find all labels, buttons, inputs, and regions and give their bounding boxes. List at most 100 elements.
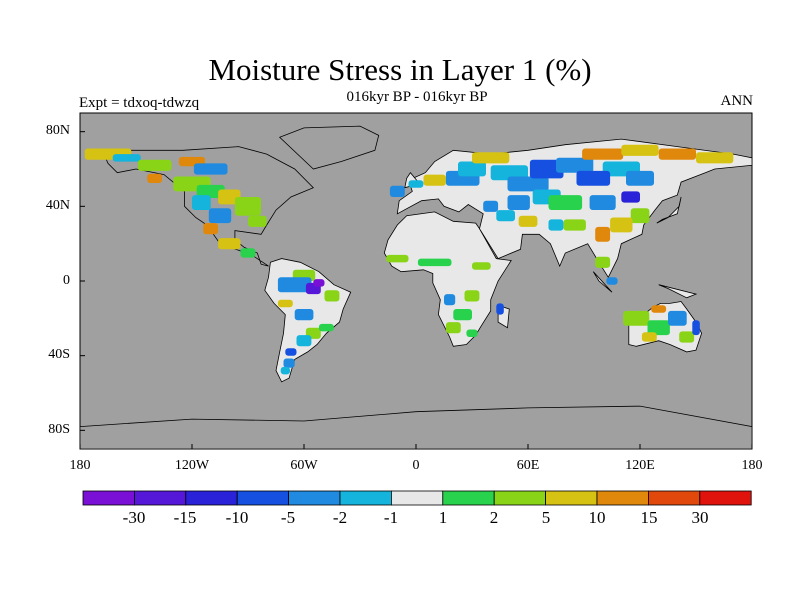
colorbar-box bbox=[699, 490, 752, 506]
stress-patch bbox=[576, 170, 611, 186]
stress-patch bbox=[445, 322, 461, 334]
stress-patch bbox=[548, 219, 564, 231]
stress-patch bbox=[464, 290, 480, 302]
x-tick-label: 60E bbox=[516, 458, 540, 473]
stress-patch bbox=[490, 165, 528, 181]
y-tick-label: 0 bbox=[63, 273, 70, 288]
stress-patch bbox=[196, 184, 225, 198]
x-tick-label: 60W bbox=[290, 458, 318, 473]
stress-patch bbox=[208, 208, 232, 224]
stress-patch bbox=[444, 294, 456, 306]
stress-patch bbox=[277, 277, 312, 293]
stress-patch bbox=[408, 180, 424, 188]
stress-patch bbox=[647, 320, 670, 336]
colorbar-box bbox=[288, 490, 341, 506]
stress-patch bbox=[386, 254, 409, 263]
stress-patch bbox=[518, 215, 538, 227]
colorbar-box bbox=[185, 490, 238, 506]
stress-patch bbox=[472, 262, 491, 270]
stress-patch bbox=[483, 200, 499, 212]
stress-patch bbox=[453, 309, 472, 321]
map-subtitle: 016kyr BP - 016kyr BP bbox=[346, 89, 488, 105]
colorbar-box bbox=[493, 490, 547, 506]
stress-patch bbox=[630, 208, 650, 224]
colorbar-box bbox=[596, 490, 649, 506]
stress-patch bbox=[277, 299, 293, 308]
x-tick-label: 120W bbox=[174, 458, 210, 473]
new-guinea-island bbox=[658, 284, 698, 299]
stress-patch bbox=[472, 152, 510, 164]
x-tick-label: 0 bbox=[412, 458, 420, 473]
stress-patch bbox=[234, 197, 261, 216]
africa-landmass bbox=[383, 211, 512, 347]
stress-patch bbox=[417, 258, 452, 267]
colorbar-label: -1 bbox=[383, 508, 399, 527]
stress-patch bbox=[240, 248, 256, 258]
stress-patch bbox=[466, 329, 478, 337]
colorbar-label: 15 bbox=[640, 508, 658, 527]
stress-patch bbox=[692, 320, 700, 336]
stress-patch bbox=[582, 148, 624, 160]
colorbar-label: -2 bbox=[332, 508, 348, 527]
stress-patch bbox=[193, 163, 228, 175]
axis-ticks bbox=[79, 131, 753, 449]
stress-patch bbox=[529, 159, 564, 179]
y-tick-label: 80S bbox=[48, 422, 70, 437]
stress-patch bbox=[313, 279, 325, 287]
stress-patch bbox=[626, 170, 654, 186]
stress-patch bbox=[507, 176, 549, 192]
season-label: ANN bbox=[720, 93, 754, 109]
stress-patch bbox=[623, 310, 650, 326]
stress-patch bbox=[458, 161, 486, 177]
map-title: Moisture Stress in Layer 1 (%) bbox=[208, 52, 592, 87]
japan-islands bbox=[656, 196, 682, 224]
colorbar-box bbox=[133, 490, 187, 506]
colorbar-box bbox=[339, 490, 392, 506]
y-tick-label: 80N bbox=[45, 123, 70, 138]
stress-patch bbox=[589, 195, 616, 210]
stress-patch bbox=[548, 195, 583, 210]
y-tick-label: 40S bbox=[48, 347, 70, 362]
colorbar-box bbox=[390, 490, 444, 506]
stress-patch bbox=[496, 210, 515, 222]
colorbar-box bbox=[648, 490, 701, 506]
stress-patch bbox=[324, 290, 340, 302]
stress-patch bbox=[203, 223, 219, 235]
stress-patch bbox=[595, 256, 611, 268]
stress-patch bbox=[595, 226, 611, 242]
stress-patch bbox=[248, 215, 267, 227]
stress-patch bbox=[280, 366, 290, 375]
stress-patch bbox=[112, 154, 141, 162]
stress-patch bbox=[423, 174, 446, 186]
colorbar-box bbox=[236, 490, 289, 506]
x-tick-label: 180 bbox=[741, 458, 763, 473]
stress-patch bbox=[318, 323, 334, 332]
stress-patch bbox=[621, 191, 640, 203]
colorbar-label: 30 bbox=[691, 508, 709, 527]
colorbar-box bbox=[82, 490, 135, 506]
stress-patch bbox=[389, 185, 405, 197]
colorbar-label: 2 bbox=[489, 508, 499, 527]
stress-patch bbox=[621, 144, 659, 156]
stress-patch bbox=[218, 238, 241, 250]
colorbar-label: -15 bbox=[173, 508, 197, 527]
stress-patch bbox=[563, 219, 586, 231]
stress-patch bbox=[137, 159, 172, 171]
stress-patch bbox=[606, 277, 618, 285]
greenland-landmass bbox=[278, 125, 380, 170]
colorbar bbox=[82, 490, 752, 506]
stress-patch bbox=[192, 195, 211, 210]
sumatra-island bbox=[592, 271, 613, 293]
x-tick-label: 120E bbox=[625, 458, 655, 473]
colorbar-label: -30 bbox=[122, 508, 146, 527]
colorbar-label: 5 bbox=[541, 508, 551, 527]
colorbar-label: 1 bbox=[438, 508, 448, 527]
stress-patch bbox=[556, 157, 594, 173]
colorbar-box bbox=[442, 490, 495, 506]
stress-patch bbox=[283, 358, 295, 368]
stress-patch bbox=[296, 335, 312, 347]
colorbar-label: -5 bbox=[280, 508, 296, 527]
stress-patch bbox=[668, 310, 687, 326]
stress-patch bbox=[496, 303, 504, 315]
land-layer bbox=[79, 125, 753, 450]
